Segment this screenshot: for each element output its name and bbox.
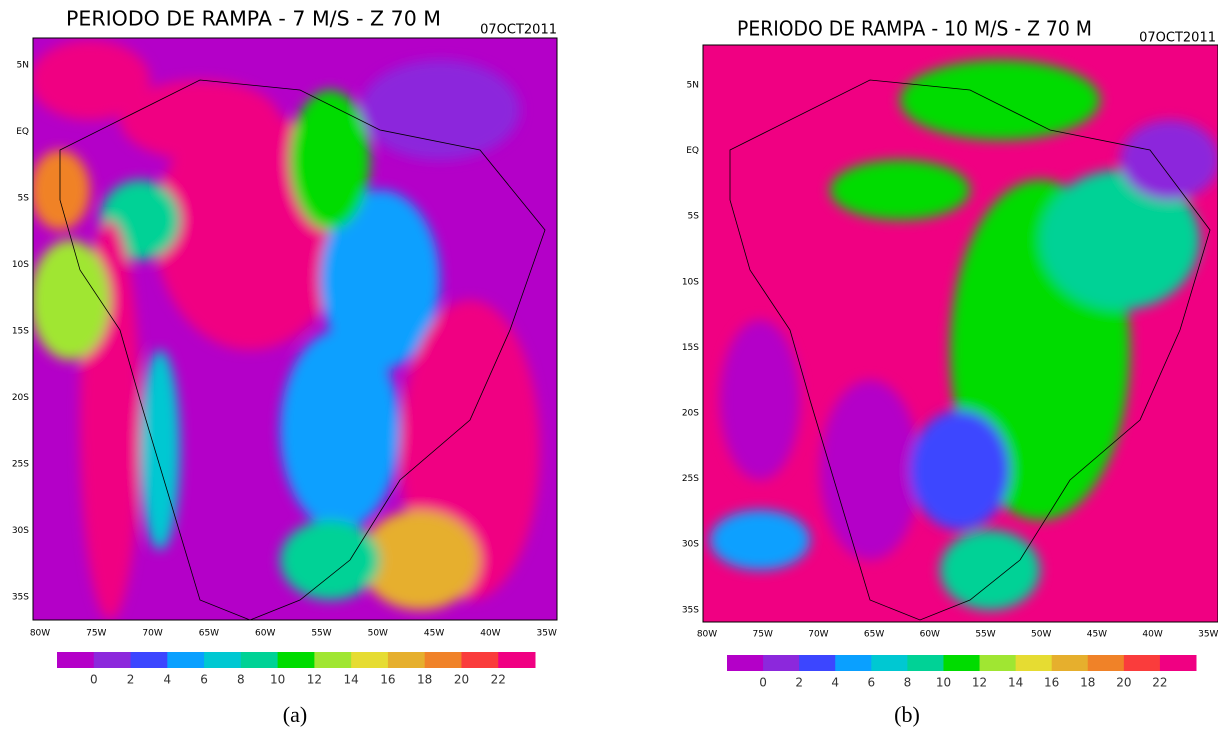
colorbar-swatch [799, 655, 836, 671]
colorbar-label: 0 [90, 673, 98, 687]
date-label: 07OCT2011 [1139, 31, 1216, 46]
lat-label: 20S [682, 409, 699, 419]
map-field [33, 38, 557, 620]
lon-label: 70W [142, 629, 162, 639]
panel-title: PERIODO DE RAMPA - 10 M/S - Z 70 M [737, 17, 1092, 41]
lon-label: 50W [1031, 630, 1051, 640]
lon-label: 65W [199, 629, 219, 639]
caption: (b) [894, 702, 920, 727]
colorbar-label: 10 [270, 673, 285, 687]
lat-label: EQ [16, 127, 29, 137]
lon-label: 50W [368, 629, 388, 639]
lat-label: 35S [12, 593, 29, 603]
colorbar-label: 12 [307, 673, 322, 687]
lon-label: 55W [311, 629, 331, 639]
lat-label: 5N [687, 81, 699, 91]
colorbar-swatch [907, 655, 944, 671]
colorbar-label: 20 [454, 673, 469, 687]
lon-label: 35W [1198, 630, 1218, 640]
colorbar-swatch [204, 652, 242, 668]
colorbar-label: 14 [344, 673, 359, 687]
lon-label: 70W [808, 630, 828, 640]
lat-label: 15S [682, 343, 699, 353]
colorbar-swatch [1015, 655, 1053, 671]
lat-label: 5S [688, 212, 700, 222]
colorbar-label: 4 [163, 673, 171, 687]
lon-label: 60W [920, 630, 940, 640]
colorbar-label: 18 [1080, 676, 1095, 690]
lon-label: 55W [975, 630, 995, 640]
map-frame [702, 44, 1218, 623]
lat-label: 35S [682, 605, 699, 615]
lon-label: 80W [697, 630, 717, 640]
lat-label: 20S [12, 393, 29, 403]
colorbar-label: 10 [936, 676, 951, 690]
lon-label: 40W [1142, 630, 1162, 640]
colorbar-swatch [979, 655, 1017, 671]
colorbar-swatch [498, 652, 536, 668]
lat-label: 25S [682, 474, 699, 484]
panel-title: PERIODO DE RAMPA - 7 M/S - Z 70 M [66, 7, 441, 31]
lon-label: 75W [86, 629, 106, 639]
colorbar-label: 4 [831, 676, 839, 690]
colorbar-label: 0 [759, 676, 767, 690]
caption: (a) [283, 702, 307, 727]
colorbar-swatch [240, 652, 279, 668]
colorbar-label: 2 [795, 676, 803, 690]
colorbar-swatch [763, 655, 800, 671]
lat-label: 30S [682, 540, 699, 550]
colorbar-label: 18 [417, 673, 432, 687]
colorbar-swatch [1051, 655, 1089, 671]
colorbar-swatch [943, 655, 981, 671]
lon-label: 60W [255, 629, 275, 639]
colorbar-label: 22 [491, 673, 506, 687]
lat-label: 30S [12, 526, 29, 536]
colorbar-swatch [424, 652, 462, 668]
colorbar-label: 12 [972, 676, 987, 690]
colorbar-swatch [1087, 655, 1125, 671]
map-frame [32, 37, 558, 621]
colorbar-label: 6 [200, 673, 208, 687]
lon-label: 45W [424, 629, 444, 639]
colorbar-swatch [727, 655, 764, 671]
colorbar-label: 22 [1152, 676, 1167, 690]
colorbar-label: 16 [380, 673, 395, 687]
colorbar-label: 14 [1008, 676, 1023, 690]
lat-label: 15S [12, 327, 29, 337]
lon-label: 75W [753, 630, 773, 640]
colorbar-swatch [93, 652, 132, 668]
lon-label: 35W [537, 629, 557, 639]
colorbar-label: 2 [127, 673, 135, 687]
colorbar-swatch [871, 655, 908, 671]
colorbar-swatch [277, 652, 315, 668]
lat-label: 25S [12, 460, 29, 470]
lon-label: 45W [1087, 630, 1107, 640]
lat-label: 5N [17, 61, 29, 71]
colorbar-swatch [1159, 655, 1197, 671]
map-field [703, 45, 1218, 622]
lon-label: 40W [480, 629, 500, 639]
colorbar-swatch [57, 652, 95, 668]
lat-label: 5S [18, 194, 30, 204]
date-label: 07OCT2011 [480, 23, 557, 38]
colorbar-swatch [1123, 655, 1161, 671]
colorbar-label: 6 [867, 676, 875, 690]
colorbar-label: 8 [904, 676, 912, 690]
lon-label: 65W [864, 630, 884, 640]
lon-label: 80W [30, 629, 50, 639]
colorbar-swatch [351, 652, 389, 668]
colorbar-swatch [387, 652, 426, 668]
colorbar-swatch [130, 652, 168, 668]
colorbar-label: 20 [1116, 676, 1131, 690]
colorbar-swatch [167, 652, 205, 668]
colorbar-label: 8 [237, 673, 245, 687]
lat-label: EQ [686, 146, 699, 156]
colorbar-label: 16 [1044, 676, 1059, 690]
lat-label: 10S [12, 260, 29, 270]
colorbar-swatch [835, 655, 872, 671]
colorbar-swatch [314, 652, 352, 668]
lat-label: 10S [682, 277, 699, 287]
colorbar-swatch [461, 652, 499, 668]
